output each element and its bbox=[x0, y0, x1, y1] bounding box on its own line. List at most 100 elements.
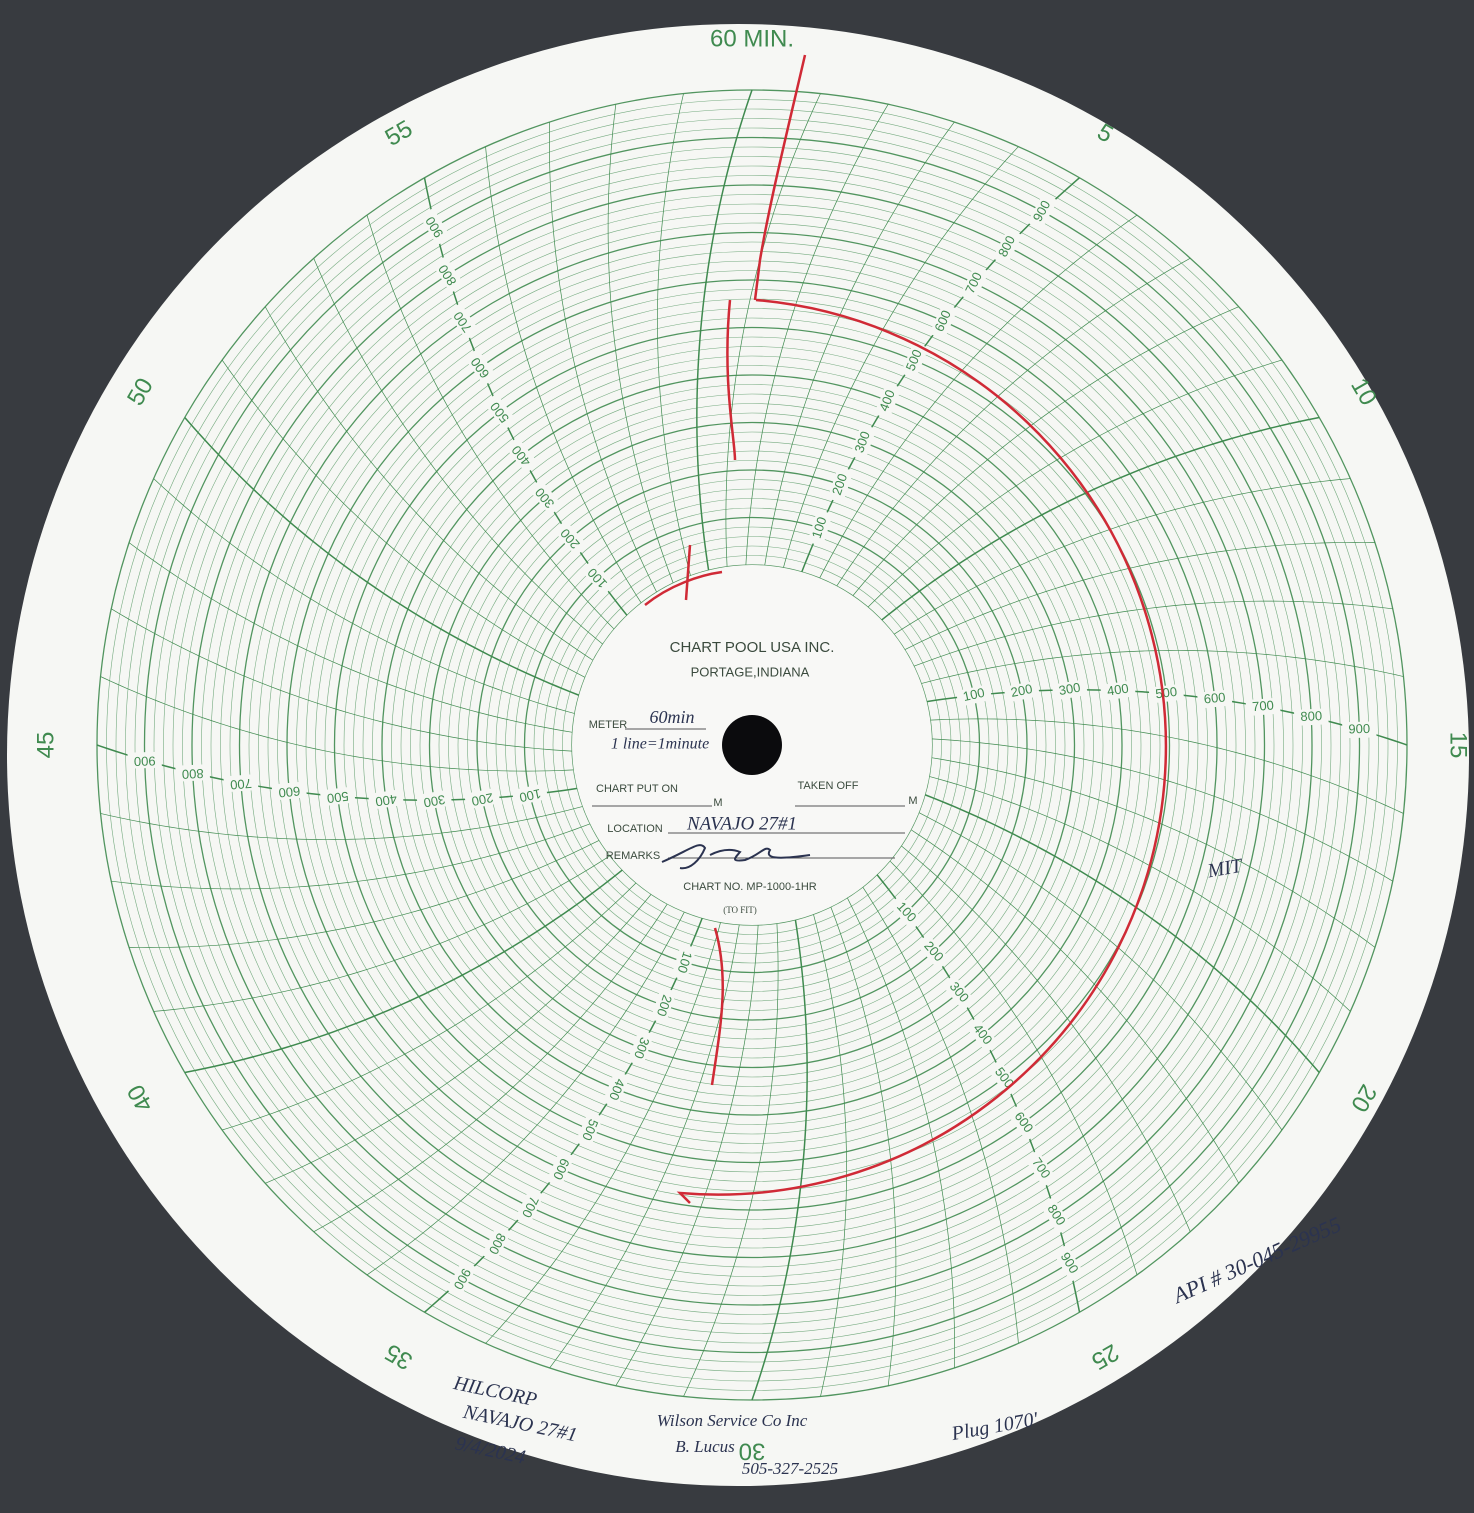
label-bg bbox=[319, 786, 356, 807]
label-bg bbox=[1039, 1196, 1072, 1235]
chart-number: CHART NO. MP-1000-1HR bbox=[683, 881, 817, 893]
label-bg bbox=[987, 1059, 1021, 1097]
label-bg bbox=[1245, 697, 1281, 717]
grid-circle bbox=[457, 450, 1047, 1040]
taken-off-label: TAKEN OFF bbox=[798, 780, 859, 792]
minute-line bbox=[862, 886, 1019, 1344]
minute-line bbox=[657, 93, 691, 576]
hw-operator: B. Lucus bbox=[675, 1437, 735, 1456]
label-bg bbox=[955, 683, 993, 707]
scale-label: 200 bbox=[654, 993, 675, 1018]
minute-line bbox=[129, 839, 600, 948]
grid-circle bbox=[315, 308, 1189, 1182]
fit-note: (TO FIT) bbox=[723, 905, 757, 915]
grid-circle bbox=[115, 108, 1389, 1382]
minute-line bbox=[221, 882, 637, 1131]
scale-label: 200 bbox=[1009, 681, 1033, 700]
scale-label: 400 bbox=[876, 388, 898, 414]
minute-line bbox=[111, 608, 573, 752]
minute-line bbox=[836, 257, 1191, 587]
label-bg bbox=[1342, 721, 1377, 739]
scale-label: 300 bbox=[1058, 680, 1082, 698]
scale-label: 600 bbox=[1203, 689, 1226, 706]
label-bg bbox=[223, 773, 259, 793]
minute-line bbox=[929, 776, 1351, 1012]
minute-line bbox=[745, 104, 889, 566]
center-hole bbox=[722, 715, 782, 775]
minute-label: 15 bbox=[1445, 732, 1472, 759]
label-bg bbox=[1197, 689, 1233, 709]
scale-label: 600 bbox=[278, 783, 301, 800]
scale-label: 700 bbox=[1252, 697, 1275, 714]
label-bg bbox=[575, 1110, 604, 1149]
taken-off-unit: M bbox=[908, 795, 917, 807]
minute-line bbox=[184, 417, 580, 696]
minute-line bbox=[931, 757, 1376, 948]
label-bg bbox=[1006, 1104, 1040, 1142]
label-bg bbox=[528, 479, 563, 516]
label-bg bbox=[481, 1224, 512, 1263]
grid-circle bbox=[134, 127, 1370, 1363]
grid-circle bbox=[191, 184, 1313, 1306]
minute-line bbox=[867, 359, 1283, 608]
minute-line bbox=[846, 897, 955, 1368]
scale-label: 800 bbox=[182, 766, 204, 782]
label-bg bbox=[483, 393, 517, 431]
grid-circle bbox=[153, 146, 1351, 1344]
label-bg bbox=[464, 348, 498, 386]
minute-line bbox=[889, 860, 1138, 1276]
grid-circle bbox=[106, 99, 1398, 1391]
label-bg bbox=[1293, 708, 1329, 726]
grid-circle bbox=[391, 384, 1113, 1106]
minute-line bbox=[852, 306, 1239, 597]
grid-circle bbox=[343, 336, 1161, 1154]
grid-circle bbox=[486, 479, 1018, 1011]
minute-line bbox=[366, 911, 685, 1276]
city: PORTAGE,INDIANA bbox=[691, 664, 810, 679]
label-bg bbox=[432, 255, 465, 294]
label-bg bbox=[959, 264, 990, 303]
grid-circle bbox=[533, 526, 971, 964]
scale-label: 900 bbox=[1348, 721, 1370, 737]
minute-line bbox=[313, 903, 668, 1233]
label-bg bbox=[505, 436, 539, 474]
label-bg bbox=[1148, 683, 1185, 704]
grid-circle bbox=[163, 156, 1341, 1334]
grid-circle bbox=[353, 346, 1151, 1144]
grid-circle bbox=[419, 412, 1085, 1078]
label-bg bbox=[929, 302, 958, 341]
label-bg bbox=[464, 787, 501, 810]
minute-line bbox=[764, 121, 955, 566]
meter-value: 60min bbox=[650, 707, 695, 727]
minute-line bbox=[184, 869, 623, 1074]
grid-circle bbox=[286, 279, 1218, 1211]
minute-line bbox=[100, 806, 583, 840]
signature bbox=[661, 844, 811, 870]
minute-line bbox=[128, 542, 573, 733]
minute-line bbox=[683, 923, 779, 1397]
grid-circle bbox=[182, 175, 1322, 1315]
grid-circle bbox=[238, 231, 1266, 1259]
grid-circle bbox=[372, 365, 1132, 1125]
label-bg bbox=[511, 783, 549, 807]
label-bg bbox=[807, 509, 833, 547]
minute-line bbox=[366, 214, 615, 630]
minute-line bbox=[904, 542, 1375, 651]
grid bbox=[96, 89, 1408, 1401]
grid-circle bbox=[277, 270, 1227, 1220]
scale-label: 100 bbox=[518, 786, 542, 805]
scale-label: 300 bbox=[851, 429, 873, 455]
minute-line bbox=[607, 104, 674, 584]
label-bg bbox=[419, 207, 451, 246]
scale-label: 400 bbox=[374, 791, 398, 809]
minute-line bbox=[931, 738, 1393, 882]
grid-circle bbox=[248, 241, 1256, 1249]
scale-label: 100 bbox=[962, 685, 986, 704]
label-bg bbox=[1051, 679, 1088, 701]
minute-line bbox=[725, 93, 821, 567]
hw-phone: 505-327-2525 bbox=[742, 1459, 838, 1478]
minute-line bbox=[549, 122, 658, 593]
label-bg bbox=[888, 894, 924, 931]
label-bg bbox=[1027, 192, 1058, 231]
